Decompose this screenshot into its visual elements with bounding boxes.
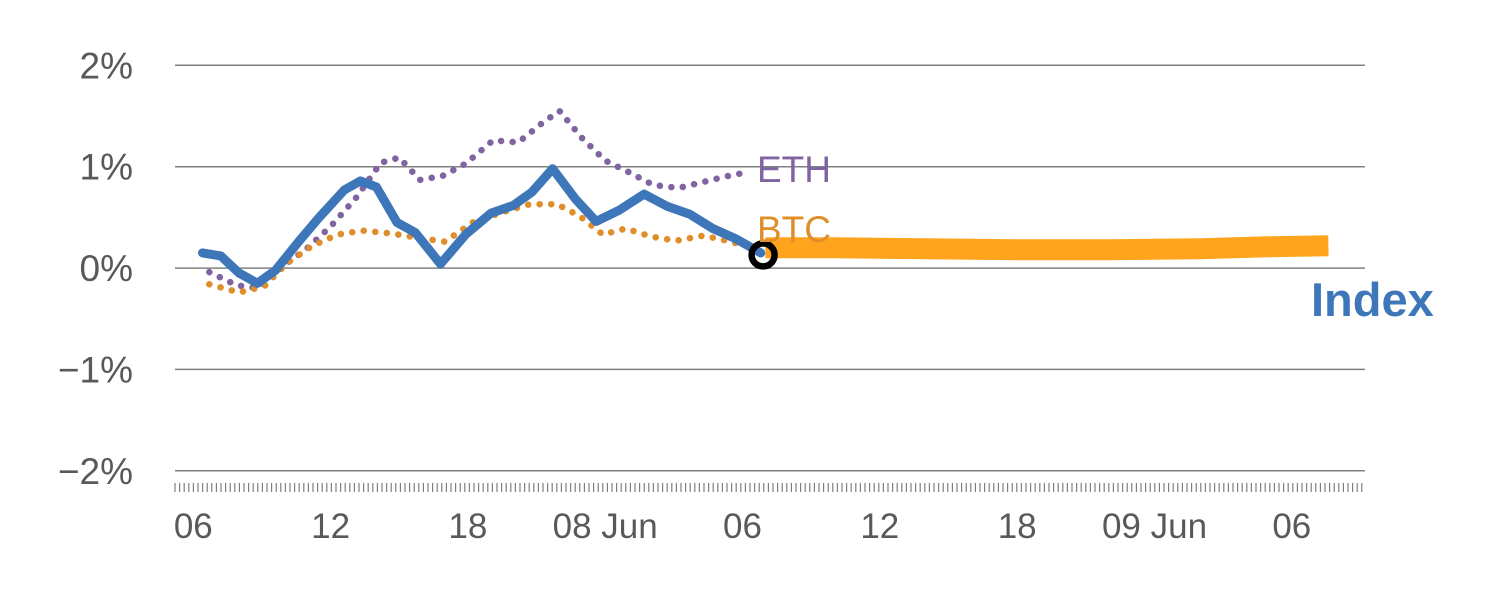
btc-series-label: BTC [757,209,831,250]
svg-text:12: 12 [860,507,899,546]
svg-text:1%: 1% [80,147,133,188]
svg-text:0%: 0% [80,248,133,289]
svg-text:06: 06 [723,507,762,546]
svg-text:12: 12 [311,507,350,546]
eth-series-label: ETH [757,149,831,190]
svg-text:18: 18 [998,507,1037,546]
svg-text:06: 06 [1272,507,1311,546]
svg-text:2%: 2% [80,45,133,86]
svg-text:09 Jun: 09 Jun [1102,507,1207,546]
svg-text:08 Jun: 08 Jun [553,507,658,546]
svg-text:06: 06 [174,507,213,546]
svg-text:−2%: −2% [58,451,133,492]
svg-text:18: 18 [448,507,487,546]
svg-text:−1%: −1% [58,349,133,390]
index-series-label: Index [1311,273,1434,326]
